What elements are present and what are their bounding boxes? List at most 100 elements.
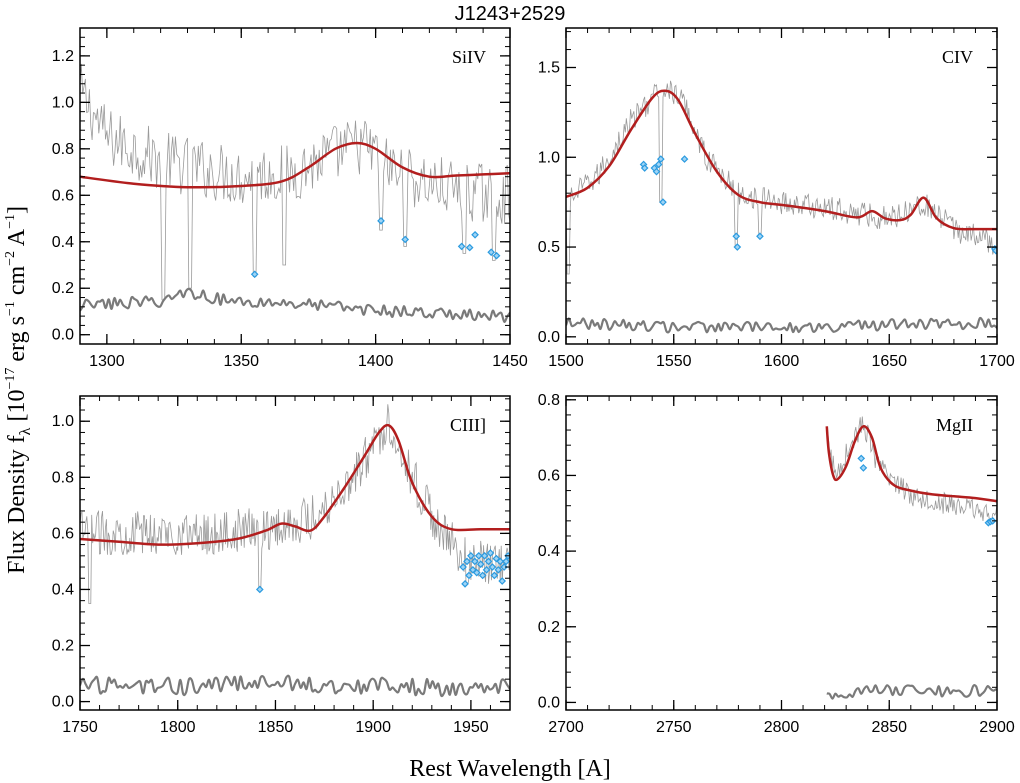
ciii-masked-point: [482, 565, 491, 574]
ciii-y-tick-label: 1.0: [52, 413, 74, 430]
y-axis-label: Flux Density fλ[10−17 erg s−1 cm−2 A−1]: [3, 206, 34, 574]
civ-masked-point: [992, 246, 997, 255]
ciii-masked-point: [488, 563, 497, 571]
mgii-plot-area: [825, 416, 997, 700]
ciii-y-tick-label: 0.8: [52, 469, 74, 486]
x-axis-label: Rest Wavelength [A]: [409, 756, 611, 782]
civ-x-tick-label: 1500: [548, 353, 584, 370]
siiv-x-tick-label: 1400: [358, 353, 394, 370]
y-axis-label-exp2: −1: [3, 301, 18, 316]
ciii-masked-point: [474, 551, 483, 560]
mgii-masked-point: [857, 454, 866, 463]
y-axis-label-exp4: −1: [3, 214, 18, 229]
mgii-frame: [565, 395, 998, 711]
siiv-error-line: [80, 287, 510, 323]
panel-siiv: 1300 1350 1400 1450 0.0 0.2 0.4 0.6 0.8 1.0 1.2 SiI…: [52, 27, 528, 370]
mgii-y-tick-label: 0.0: [538, 694, 560, 711]
ciii-spectrum-line: [80, 404, 510, 604]
mgii-x-tick-label: 2800: [764, 719, 800, 736]
siiv-masked-point: [492, 251, 501, 260]
ciii-y-tick-label: 0.6: [52, 525, 74, 542]
civ-masked-point: [732, 232, 741, 241]
siiv-x-tick-label: 1450: [492, 353, 528, 370]
civ-masked-point: [652, 167, 661, 176]
civ-frame: [565, 27, 998, 345]
ciii-y-tick-label: 0.4: [52, 581, 74, 598]
y-axis-label-units4: A: [4, 228, 30, 251]
civ-masked-point: [656, 155, 665, 163]
y-axis-label-main: Flux Density f: [4, 435, 30, 574]
ciii-y-tick-label: 0.2: [52, 638, 74, 655]
ciii-masked-point: [461, 579, 469, 588]
ciii-x-tick-label: 1850: [258, 719, 294, 736]
civ-x-tick-label: 1550: [656, 353, 692, 370]
civ-masked-point: [640, 164, 649, 172]
siiv-y-tick-label: 0.4: [52, 234, 74, 251]
siiv-masked-point: [401, 235, 410, 244]
ciii-masked-point: [478, 571, 487, 580]
ciii-masked-point: [502, 557, 510, 566]
ciii-masked-point: [500, 563, 508, 571]
mgii-error-line: [826, 684, 997, 700]
siiv-plot-area: [80, 63, 510, 323]
siiv-masked-point: [377, 217, 385, 225]
civ-masked-point: [756, 232, 764, 241]
mgii-y-tick-label: 0.6: [538, 467, 560, 484]
mgii-x-tick-label: 2700: [548, 719, 584, 736]
siiv-y-tick-label: 0.8: [52, 141, 74, 158]
ciii-masked-point: [490, 571, 499, 580]
ciii-masked-point: [459, 563, 467, 571]
ciii-x-tick-label: 1900: [355, 719, 391, 736]
civ-error-line: [566, 316, 997, 334]
ciii-x-tick-label: 1950: [453, 719, 489, 736]
siiv-masked-point: [465, 243, 474, 252]
civ-masked-point: [733, 243, 742, 251]
ciii-masked-point: [470, 557, 479, 566]
civ-y-tick-label: 0.0: [538, 329, 560, 346]
mgii-x-tick-label: 2900: [979, 719, 1015, 736]
y-axis-label-sub: λ: [17, 427, 34, 435]
panel-civ: 1500 1550 1600 1650 1700 0.0 0.5 1.0 1.5 CIV: [538, 27, 1015, 370]
siiv-masked-point: [250, 270, 259, 279]
y-axis-label-units2: erg s: [4, 316, 30, 368]
ciii-frame: [79, 395, 511, 711]
siiv-masked-point: [457, 242, 466, 251]
ciii-model-line: [80, 423, 510, 546]
siiv-y-tick-label: 0.6: [52, 187, 74, 204]
ciii-masked-point: [484, 557, 493, 566]
figure-title: J1243+2529: [455, 3, 566, 25]
ciii-masked-point: [486, 549, 495, 557]
mgii-y-tick-label: 0.4: [538, 543, 560, 560]
civ-plot-area: [566, 80, 997, 334]
civ-x-tick-label: 1650: [871, 353, 907, 370]
siiv-x-tick-label: 1350: [223, 353, 259, 370]
mgii-model-line: [825, 425, 997, 503]
siiv-masked-point: [471, 230, 479, 239]
siiv-model-line: [80, 141, 510, 189]
panel-mgii: 2700 2750 2800 2850 2900 0.0 0.2 0.4 0.6 0.8 MgII: [538, 392, 1015, 736]
mgii-masked-point: [859, 464, 868, 472]
ciii-masked-point: [472, 568, 481, 577]
mgii-y-tick-label: 0.2: [538, 619, 560, 636]
civ-spectrum-line: [566, 80, 997, 275]
y-axis-label-units3: cm: [4, 266, 30, 302]
ciii-masked-point: [255, 585, 264, 594]
ciii-masked-point: [463, 557, 471, 566]
siiv-y-tick-label: 1.0: [52, 94, 74, 111]
civ-y-tick-label: 1.0: [538, 149, 560, 166]
ciii-error-line: [80, 674, 510, 698]
civ-masked-point: [659, 198, 667, 207]
siiv-masked-point: [487, 248, 496, 257]
civ-x-tick-label: 1700: [979, 353, 1015, 370]
ciii-masked-point: [467, 551, 475, 560]
ciii-panel-label: CIII]: [450, 415, 486, 435]
panel-ciii: 1750 1800 1850 1900 1950 0.0 0.2 0.4 0.6 0.8 1.0 CI…: [52, 395, 511, 736]
ciii-masked-point: [476, 560, 485, 569]
mgii-x-tick-label: 2750: [656, 719, 692, 736]
y-axis-label-exp3: −2: [3, 251, 18, 266]
civ-masked-point: [680, 155, 689, 163]
y-axis-label-units: [10: [4, 390, 30, 422]
y-axis-label-exp1: −17: [3, 368, 18, 390]
ciii-plot-area: [80, 404, 510, 698]
